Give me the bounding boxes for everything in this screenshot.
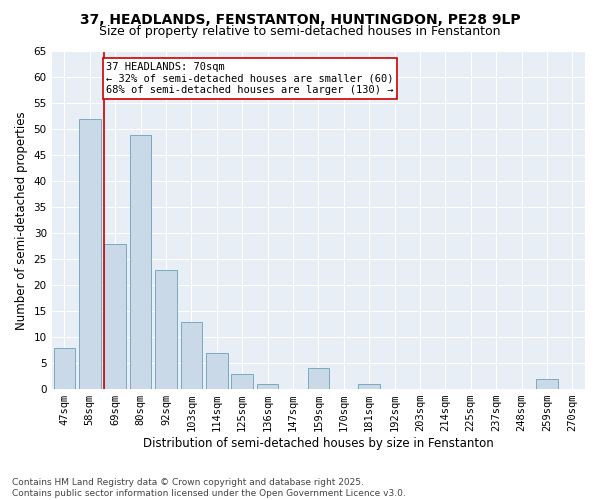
Bar xyxy=(206,352,227,389)
Bar xyxy=(536,378,557,389)
Bar xyxy=(79,119,101,389)
Bar xyxy=(181,322,202,389)
Y-axis label: Number of semi-detached properties: Number of semi-detached properties xyxy=(15,111,28,330)
Text: Size of property relative to semi-detached houses in Fenstanton: Size of property relative to semi-detach… xyxy=(99,25,501,38)
Bar xyxy=(308,368,329,389)
Text: Contains HM Land Registry data © Crown copyright and database right 2025.
Contai: Contains HM Land Registry data © Crown c… xyxy=(12,478,406,498)
X-axis label: Distribution of semi-detached houses by size in Fenstanton: Distribution of semi-detached houses by … xyxy=(143,437,494,450)
Bar xyxy=(155,270,177,389)
Text: 37, HEADLANDS, FENSTANTON, HUNTINGDON, PE28 9LP: 37, HEADLANDS, FENSTANTON, HUNTINGDON, P… xyxy=(80,12,520,26)
Bar xyxy=(232,374,253,389)
Bar xyxy=(130,134,151,389)
Text: 37 HEADLANDS: 70sqm
← 32% of semi-detached houses are smaller (60)
68% of semi-d: 37 HEADLANDS: 70sqm ← 32% of semi-detach… xyxy=(106,62,394,95)
Bar xyxy=(358,384,380,389)
Bar xyxy=(53,348,75,389)
Bar xyxy=(257,384,278,389)
Bar xyxy=(104,244,126,389)
